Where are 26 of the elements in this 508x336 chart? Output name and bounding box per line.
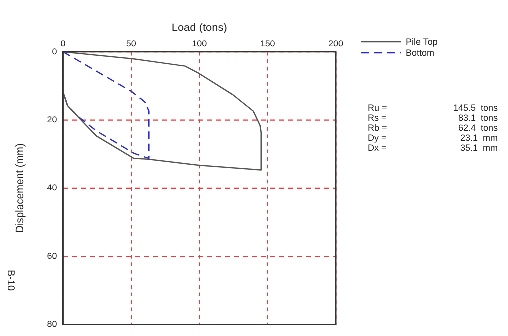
- text: 83.1 tons: [457, 113, 498, 123]
- text: Rs =: [368, 113, 388, 123]
- text: Rb =: [368, 123, 388, 133]
- y-tick-label: 20: [47, 114, 58, 124]
- legend-label: Pile Top: [406, 36, 438, 46]
- y-tick-label: 60: [47, 251, 58, 261]
- text: 23.1 mm: [459, 133, 498, 143]
- x-tick-label: 200: [328, 38, 344, 48]
- x-tick-label: 150: [260, 38, 276, 48]
- x-tick-label: 0: [60, 38, 66, 48]
- x-tick-label: 100: [192, 38, 208, 48]
- text: B-10: [5, 270, 16, 292]
- y-axis-title: Displacement (mm): [14, 144, 27, 234]
- text: 62.4 tons: [457, 123, 498, 133]
- y-tick-label: 40: [47, 182, 58, 193]
- text: Dy =: [368, 133, 388, 143]
- text: 35.1 mm: [459, 143, 498, 153]
- x-tick-label: 50: [126, 38, 137, 48]
- text: 145.5 tons: [452, 103, 498, 113]
- y-tick-label: 0: [52, 46, 58, 56]
- line-series: [63, 52, 150, 160]
- legend-label: Bottom: [406, 48, 435, 58]
- y-tick-label: 80: [47, 319, 58, 329]
- text: Dx =: [368, 143, 388, 153]
- x-axis-title: Load (tons): [172, 22, 228, 34]
- text: Ru =: [368, 103, 388, 113]
